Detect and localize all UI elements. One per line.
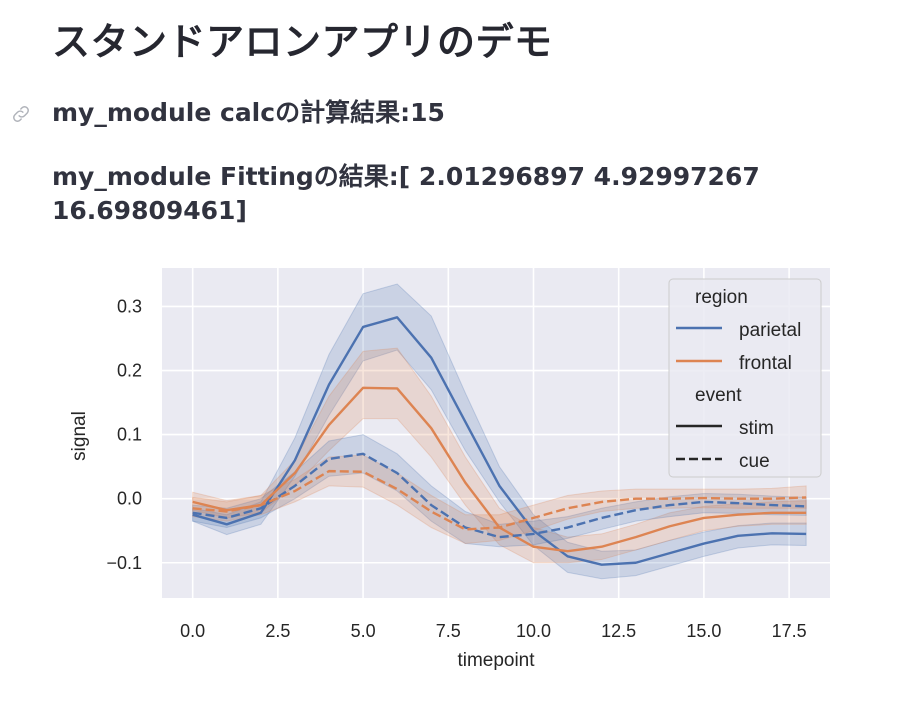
x-tick-label: 0.0 bbox=[180, 621, 205, 641]
y-tick-label: 0.2 bbox=[117, 361, 142, 381]
fitting-result-heading: my_module Fittingの結果:[ 2.01296897 4.9299… bbox=[52, 162, 760, 225]
x-tick-label: 7.5 bbox=[436, 621, 461, 641]
calc-result-heading: my_module calcの計算結果:15 bbox=[52, 98, 445, 127]
x-axis-label: timepoint bbox=[457, 650, 535, 671]
series-lines bbox=[192, 316, 807, 566]
legend-label-stim: stim bbox=[739, 418, 774, 439]
legend: region parietal frontal event stim cue bbox=[668, 278, 822, 478]
ci-band-parietal-cue bbox=[192, 434, 807, 548]
link-icon[interactable] bbox=[10, 103, 32, 125]
x-tick-label: 15.0 bbox=[686, 621, 721, 641]
y-tick-labels: −0.1 0.0 0.1 0.2 0.3 bbox=[106, 296, 142, 572]
y-tick-label: 0.0 bbox=[117, 489, 142, 509]
legend-title-event: event bbox=[695, 385, 742, 406]
x-tick-label: 12.5 bbox=[601, 621, 636, 641]
y-axis-label: signal bbox=[69, 411, 90, 461]
x-tick-label: 10.0 bbox=[516, 621, 551, 641]
y-tick-label: 0.1 bbox=[117, 425, 142, 445]
line-frontal-cue bbox=[192, 469, 807, 531]
y-tick-label: −0.1 bbox=[106, 553, 142, 573]
x-tick-label: 2.5 bbox=[265, 621, 290, 641]
legend-label-frontal: frontal bbox=[739, 353, 792, 374]
line-chart: 0.0 2.5 5.0 7.5 10.0 12.5 15.0 17.5 −0.1 0.0 0.1 0… bbox=[69, 268, 830, 671]
ci-band-frontal-cue bbox=[192, 454, 807, 545]
y-tick-label: 0.3 bbox=[117, 296, 142, 316]
line-parietal-cue bbox=[192, 452, 807, 539]
x-tick-label: 17.5 bbox=[772, 621, 807, 641]
legend-title-region: region bbox=[695, 287, 748, 308]
ci-band-frontal-stim bbox=[192, 347, 807, 564]
line-parietal-stim bbox=[192, 316, 807, 566]
page-title: スタンドアロンアプリのデモ bbox=[52, 20, 553, 64]
x-tick-labels: 0.0 2.5 5.0 7.5 10.0 12.5 15.0 17.5 bbox=[180, 621, 806, 641]
x-tick-label: 5.0 bbox=[351, 621, 376, 641]
legend-label-parietal: parietal bbox=[739, 320, 801, 341]
legend-label-cue: cue bbox=[739, 451, 770, 472]
